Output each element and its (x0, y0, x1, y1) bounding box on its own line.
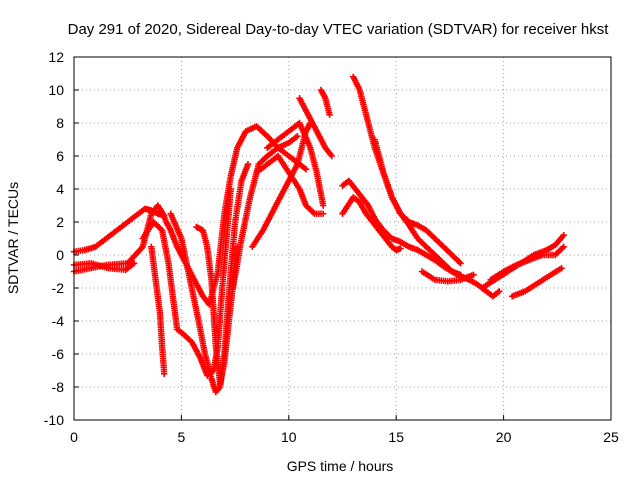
data-point-markers (339, 194, 404, 254)
series-track-17 (418, 268, 477, 285)
y-tick-label: -4 (52, 313, 65, 329)
x-axis-label: GPS time / hours (287, 458, 394, 474)
y-tick-label: 6 (56, 148, 64, 164)
data-point-markers (487, 243, 567, 283)
x-tick-labels: 0 5 10 15 20 25 (70, 415, 619, 445)
y-tick-label: 0 (56, 247, 64, 263)
y-tick-label: 2 (56, 214, 64, 230)
x-tick-label: 10 (281, 429, 297, 445)
x-tick-label: 5 (178, 429, 186, 445)
y-axis-label: SDTVAR / TECUs (5, 182, 21, 294)
data-point-markers (418, 268, 477, 285)
plot-frame (73, 56, 612, 421)
y-tick-label: -10 (44, 412, 64, 428)
y-tick-label: 8 (56, 115, 64, 131)
x-tick-label: 20 (496, 429, 512, 445)
data-point-markers (264, 119, 327, 209)
data-point-markers (350, 73, 503, 300)
y-tick-label: -2 (52, 280, 65, 296)
data-point-markers (296, 95, 335, 160)
y-tick-label: -6 (52, 346, 65, 362)
series-track-13 (339, 194, 404, 254)
x-tick-label: 25 (603, 429, 619, 445)
x-tick-label: 15 (388, 429, 404, 445)
y-tick-label: 10 (48, 82, 64, 98)
x-tick-label: 0 (70, 429, 78, 445)
y-tick-label: 4 (56, 181, 64, 197)
series-track-3 (148, 243, 168, 377)
data-point-markers (253, 152, 327, 217)
series-track-12 (317, 86, 333, 118)
y-tick-label: 12 (48, 49, 64, 65)
series-track-10 (264, 119, 327, 209)
series-track-16 (371, 136, 464, 267)
series-track-11 (296, 95, 335, 160)
data-point-markers (371, 136, 464, 267)
y-tick-label: -8 (52, 379, 65, 395)
series-track-20 (509, 265, 565, 300)
data-marks (70, 73, 567, 396)
chart-title: Day 291 of 2020, Sidereal Day-to-day VTE… (68, 21, 610, 38)
grid-lines (74, 57, 611, 420)
series-track-15 (350, 73, 503, 300)
data-point-markers (509, 265, 565, 300)
series-track-9 (253, 152, 327, 217)
data-point-markers (148, 243, 168, 377)
series-track-19 (487, 243, 567, 283)
data-point-markers (317, 86, 333, 118)
y-tick-labels: -10 -8 -6 -4 -2 0 2 4 6 8 10 12 (44, 49, 79, 428)
